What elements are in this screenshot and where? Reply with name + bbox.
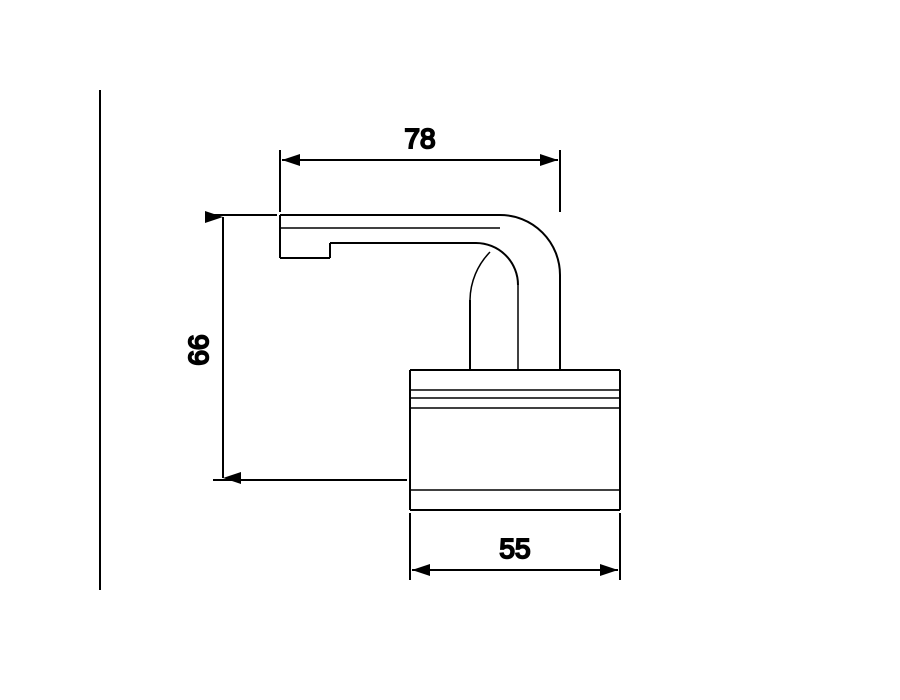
dimension-bottom: 55 [410, 513, 620, 580]
base-block [410, 370, 620, 510]
technical-drawing: 78 66 55 [0, 0, 900, 700]
dimension-top-label: 78 [404, 123, 435, 154]
dimension-bottom-label: 55 [499, 533, 530, 564]
dimension-top: 78 [280, 123, 560, 212]
dimension-left: 66 [183, 215, 407, 480]
dimension-left-label: 66 [183, 334, 214, 365]
lever [280, 215, 560, 370]
